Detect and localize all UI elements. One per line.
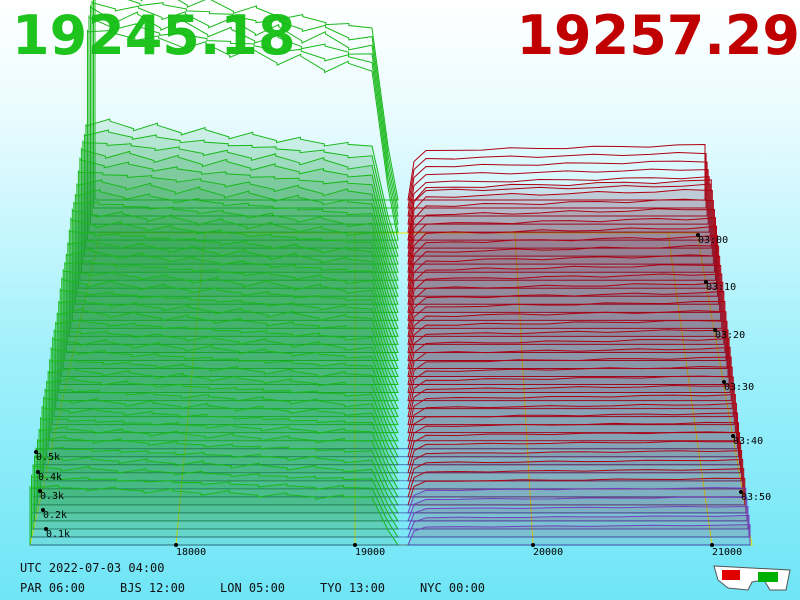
ask-depth [407,421,739,458]
depth-tick [41,508,45,512]
bid-depth [41,405,399,482]
ask-depth [407,151,707,209]
ask-depth [407,337,730,386]
ask-depth [407,458,744,490]
ask-depth [407,144,706,201]
depth-label: 0.3k [40,491,64,502]
bid-depth [77,170,399,289]
bid-depth [71,208,399,321]
city-clock: BJS 12:00 [120,581,185,595]
time-tick [713,328,717,332]
bid-depth [58,299,399,394]
bid-depth [43,396,399,474]
price-label: 20000 [533,547,563,558]
bid-depth [92,0,399,209]
time-label: 03:00 [698,235,728,246]
price-tick [174,543,178,547]
time-tick [696,233,700,237]
bid-depth [88,15,399,233]
bid-depth [46,377,399,458]
depth-label: 0.4k [38,472,62,483]
bid-depth [94,0,399,201]
ask-depth [407,524,751,546]
time-label: 03:50 [741,492,771,503]
bid-depth [44,388,399,466]
ask-depth [407,412,738,450]
city-clock: PAR 06:00 [20,581,85,595]
depth-tick [36,470,40,474]
price-tick [531,543,535,547]
depth-tick [44,527,48,531]
bid-depth [29,484,399,546]
ask-depth [407,431,741,466]
ask-depth [407,160,708,217]
ask-depth [407,496,748,522]
time-tick [722,380,726,384]
floor-grid [667,232,713,546]
bid-depth [31,474,399,538]
time-label: 03:40 [733,436,763,447]
bid-depth [86,29,399,241]
time-tick [739,490,743,494]
ask-depth [407,179,712,249]
glasses-icon [713,565,791,591]
ask-depth [407,402,737,442]
time-label: 03:10 [706,282,736,293]
bid-depth [50,347,399,434]
time-tick [704,280,708,284]
depth-label: 0.2k [43,510,67,521]
utc-clock: UTC 2022-07-03 04:00 [20,561,165,575]
price-tick [353,543,357,547]
depth-label: 0.5k [36,452,60,463]
bid-depth [89,5,399,225]
time-tick [731,434,735,438]
ask-depth [407,176,710,233]
bid-depth [91,0,399,217]
bid-depth [37,435,399,506]
ask-depth [407,329,729,378]
bid-depth [62,269,399,369]
bid-depth [38,426,399,498]
bid-depth [56,308,399,402]
time-label: 03:20 [715,330,745,341]
ask-depth [407,183,711,241]
ask-depth [407,394,736,434]
bid-depth [79,157,399,281]
depth-label: 0.1k [46,529,70,540]
price-label: 21000 [712,547,742,558]
ask-depth [407,168,709,225]
depth-tick [38,489,42,493]
bid-depth [55,318,399,410]
city-clock: TYO 13:00 [320,581,385,595]
price-label: 18000 [176,547,206,558]
time-label: 03:30 [724,382,754,393]
depth-tick [34,450,38,454]
ask-depth [407,450,743,482]
city-clock: NYC 00:00 [420,581,485,595]
ask-depth [407,505,749,530]
floor-grid [175,232,206,546]
ask-price: 19257.29 [516,4,800,67]
price-tick [710,543,714,547]
bid-depth [52,337,399,426]
bid-depth [59,288,399,386]
city-clock: LON 05:00 [220,581,285,595]
bid-depth [47,367,399,450]
bid-depth [53,329,399,418]
bid-depth [82,140,399,265]
ask-depth [407,225,718,289]
ask-depth [407,188,713,257]
ask-depth [407,244,720,305]
price-label: 19000 [355,547,385,558]
bid-depth [61,277,399,378]
ask-depth [407,440,742,474]
